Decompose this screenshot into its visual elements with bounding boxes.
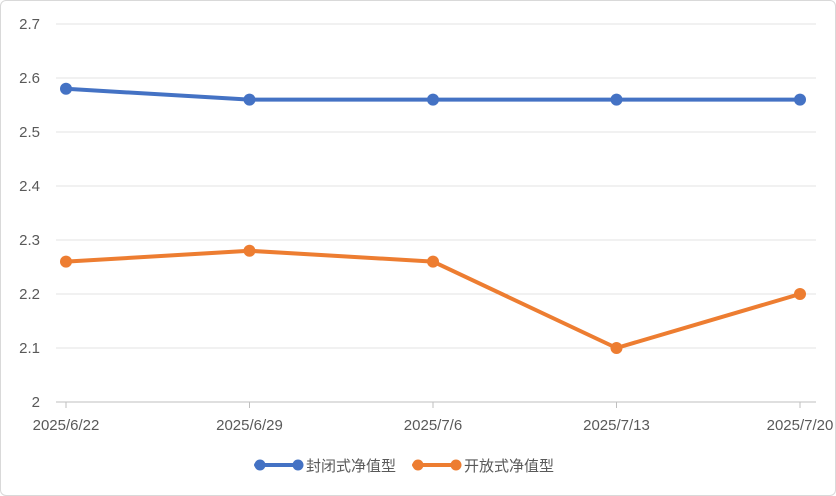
legend-item-2: 开放式净值型 (412, 458, 554, 475)
data-point (243, 244, 256, 257)
data-point (427, 93, 439, 106)
y-tick-label: 2.6 (19, 70, 40, 87)
y-tick-label: 2.1 (19, 340, 40, 357)
x-tick-label: 2025/6/29 (216, 417, 283, 434)
data-point (794, 93, 806, 106)
x-tick-label: 2025/6/22 (33, 417, 100, 434)
data-point (794, 288, 806, 300)
y-tick-label: 2.2 (19, 286, 40, 303)
legend-item-1: 封闭式净值型 (254, 458, 396, 475)
data-point (243, 93, 256, 106)
data-point (60, 82, 72, 95)
legend-swatch-marker (254, 459, 266, 471)
series-group (60, 82, 806, 354)
series-1 (60, 82, 806, 106)
legend-swatch-marker (412, 459, 424, 471)
data-point (427, 255, 439, 268)
legend-swatch-marker (450, 459, 462, 471)
y-axis: 2 2.1 2.2 2.3 2.4 2.5 2.6 2.7 (19, 16, 40, 411)
legend-swatch-marker (292, 459, 304, 471)
legend-label: 封闭式净值型 (306, 458, 396, 475)
y-tick-label: 2.5 (19, 124, 40, 141)
data-point (60, 255, 72, 268)
y-tick-label: 2 (32, 394, 40, 411)
y-tick-label: 2.3 (19, 232, 40, 249)
data-point (610, 93, 623, 106)
data-point (610, 342, 623, 354)
legend-label: 开放式净值型 (464, 458, 554, 475)
x-tick-label: 2025/7/20 (767, 417, 834, 434)
legend: 封闭式净值型 开放式净值型 (254, 458, 554, 475)
series-2 (60, 244, 806, 354)
x-axis: 2025/6/22 2025/6/29 2025/7/6 2025/7/13 2025/… (33, 402, 834, 434)
gridlines (56, 23, 816, 403)
x-tick-label: 2025/7/6 (404, 417, 462, 434)
x-tick-label: 2025/7/13 (583, 417, 650, 434)
y-tick-label: 2.4 (19, 178, 40, 195)
y-tick-label: 2.7 (19, 16, 40, 33)
